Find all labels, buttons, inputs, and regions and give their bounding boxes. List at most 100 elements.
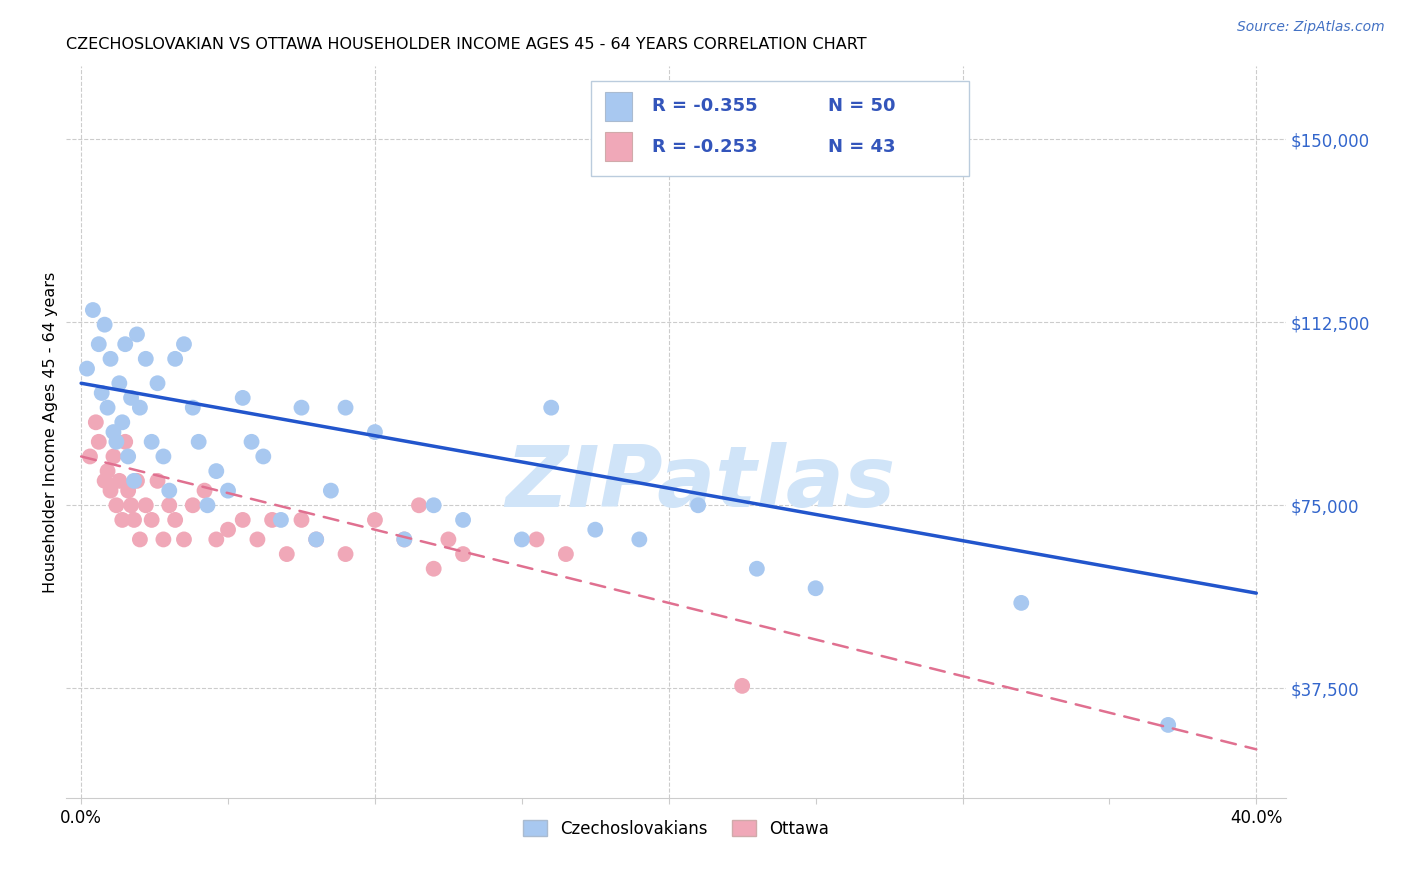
Point <box>87 434 110 449</box>
Point <box>125 474 148 488</box>
Point <box>79 450 101 464</box>
Point <box>510 533 533 547</box>
Point <box>232 391 254 405</box>
Point <box>111 415 134 429</box>
Point <box>408 498 430 512</box>
Point <box>526 533 548 547</box>
FancyBboxPatch shape <box>591 80 969 176</box>
Point <box>745 562 768 576</box>
Point <box>97 401 120 415</box>
Point <box>165 351 187 366</box>
Point <box>319 483 342 498</box>
Text: N = 50: N = 50 <box>828 97 896 115</box>
Point <box>165 513 187 527</box>
Point <box>141 434 163 449</box>
Point <box>93 474 115 488</box>
Y-axis label: Householder Income Ages 45 - 64 years: Householder Income Ages 45 - 64 years <box>44 271 58 592</box>
Point <box>232 513 254 527</box>
Point <box>157 498 180 512</box>
Point <box>217 483 239 498</box>
Point <box>335 401 357 415</box>
Point <box>246 533 269 547</box>
Text: R = -0.355: R = -0.355 <box>651 97 758 115</box>
Point <box>152 533 174 547</box>
Point <box>122 513 145 527</box>
Point <box>394 533 416 547</box>
Point <box>364 513 387 527</box>
Point <box>1157 718 1180 732</box>
Text: ZIPatlas: ZIPatlas <box>505 442 896 524</box>
Point <box>422 562 444 576</box>
Point <box>394 533 416 547</box>
Point <box>276 547 298 561</box>
Point <box>305 533 328 547</box>
Point <box>688 498 710 512</box>
FancyBboxPatch shape <box>606 92 633 121</box>
Point <box>146 376 169 391</box>
Point <box>111 513 134 527</box>
Point <box>205 533 228 547</box>
Point <box>540 401 562 415</box>
Point <box>87 337 110 351</box>
Point <box>157 483 180 498</box>
Point <box>193 483 215 498</box>
Point <box>451 547 474 561</box>
Point <box>804 581 827 595</box>
Text: R = -0.253: R = -0.253 <box>651 137 758 155</box>
Point <box>120 498 142 512</box>
Point <box>628 533 651 547</box>
Point <box>129 401 152 415</box>
FancyBboxPatch shape <box>606 132 633 161</box>
Point <box>103 425 125 439</box>
Point <box>84 415 107 429</box>
Point <box>583 523 606 537</box>
Text: CZECHOSLOVAKIAN VS OTTAWA HOUSEHOLDER INCOME AGES 45 - 64 YEARS CORRELATION CHAR: CZECHOSLOVAKIAN VS OTTAWA HOUSEHOLDER IN… <box>66 37 868 53</box>
Point <box>120 391 142 405</box>
Point <box>252 450 274 464</box>
Point <box>437 533 460 547</box>
Point <box>262 513 284 527</box>
Legend: Czechoslovakians, Ottawa: Czechoslovakians, Ottawa <box>516 814 835 845</box>
Point <box>108 474 131 488</box>
Point <box>305 533 328 547</box>
Point <box>197 498 219 512</box>
Point <box>100 351 122 366</box>
Point <box>125 327 148 342</box>
Point <box>146 474 169 488</box>
Point <box>181 401 204 415</box>
Point <box>422 498 444 512</box>
Point <box>217 523 239 537</box>
Point <box>114 434 136 449</box>
Text: Source: ZipAtlas.com: Source: ZipAtlas.com <box>1237 20 1385 34</box>
Point <box>103 450 125 464</box>
Point <box>290 513 312 527</box>
Point <box>270 513 292 527</box>
Point <box>181 498 204 512</box>
Point <box>554 547 576 561</box>
Point <box>335 547 357 561</box>
Point <box>731 679 754 693</box>
Point <box>173 337 195 351</box>
Point <box>451 513 474 527</box>
Point <box>152 450 174 464</box>
Point <box>135 351 157 366</box>
Text: N = 43: N = 43 <box>828 137 896 155</box>
Point <box>290 401 312 415</box>
Point <box>76 361 98 376</box>
Point <box>240 434 263 449</box>
Point <box>1010 596 1032 610</box>
Point <box>97 464 120 478</box>
Point <box>90 386 112 401</box>
Point <box>187 434 209 449</box>
Point <box>100 483 122 498</box>
Point <box>205 464 228 478</box>
Point <box>117 450 139 464</box>
Point <box>117 483 139 498</box>
Point <box>108 376 131 391</box>
Point <box>82 303 104 318</box>
Point <box>173 533 195 547</box>
Point <box>141 513 163 527</box>
Point <box>93 318 115 332</box>
Point <box>364 425 387 439</box>
Point <box>105 434 128 449</box>
